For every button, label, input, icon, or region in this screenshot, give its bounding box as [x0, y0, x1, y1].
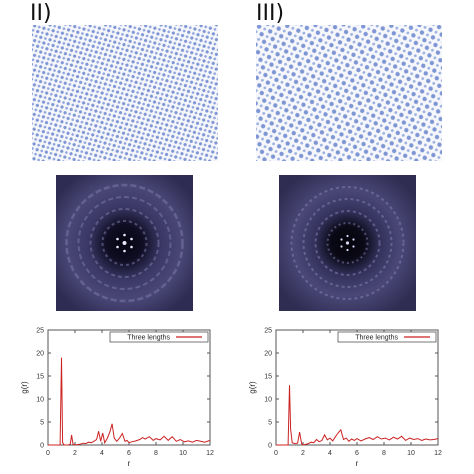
panel-label-iii: III) [256, 1, 285, 26]
x-tick-label: 0 [274, 450, 278, 457]
x-tick-label: 0 [46, 450, 50, 457]
y-axis-label: g(r) [20, 381, 29, 394]
x-axis-label: r [356, 459, 359, 468]
x-tick-label: 4 [100, 450, 104, 457]
x-tick-label: 6 [127, 450, 131, 457]
diffraction-pattern-ii [56, 175, 193, 311]
legend-box [337, 331, 437, 343]
x-tick-label: 10 [407, 450, 415, 457]
y-tick-label: 25 [264, 328, 272, 335]
series-line [48, 357, 211, 446]
y-tick-label: 5 [268, 420, 272, 427]
diffraction-pattern-iii [279, 175, 416, 311]
series-line [276, 385, 439, 446]
y-tick-label: 15 [264, 374, 272, 381]
x-tick-label: 10 [179, 450, 187, 457]
x-axis-label: r [128, 459, 131, 468]
y-axis-label: g(r) [248, 381, 257, 394]
y-tick-label: 0 [40, 443, 44, 450]
gr-chart-ii: 0 2 4 6 8 10 12 0 5 10 15 20 25 r g(r) Three lengths [20, 328, 214, 469]
x-tick-label: 12 [434, 450, 442, 457]
x-tick-label: 4 [328, 450, 332, 457]
x-tick-label: 8 [154, 450, 158, 457]
panel-label-ii: II) [30, 1, 52, 26]
y-tick-label: 10 [36, 397, 44, 404]
y-tick-label: 0 [268, 443, 272, 450]
gr-chart-iii: 0 2 4 6 8 10 12 0 5 10 15 20 25 r g(r) Three lengths [248, 328, 442, 469]
x-tick-label: 6 [355, 450, 359, 457]
plot-frame [275, 329, 439, 446]
y-tick-label: 10 [264, 397, 272, 404]
y-tick-label: 5 [40, 420, 44, 427]
y-tick-label: 15 [36, 374, 44, 381]
lattice-image-ii [32, 25, 218, 161]
y-tick-label: 25 [36, 328, 44, 335]
legend-box [109, 331, 209, 343]
lattice-image-iii [256, 25, 442, 161]
y-tick-label: 20 [264, 351, 272, 358]
x-tick-label: 2 [301, 450, 305, 457]
plot-frame [47, 329, 211, 446]
y-tick-label: 20 [36, 351, 44, 358]
legend-label: Three lengths [127, 335, 170, 342]
x-tick-label: 8 [382, 450, 386, 457]
legend-label: Three lengths [355, 335, 398, 342]
x-tick-label: 2 [73, 450, 77, 457]
x-tick-label: 12 [206, 450, 214, 457]
